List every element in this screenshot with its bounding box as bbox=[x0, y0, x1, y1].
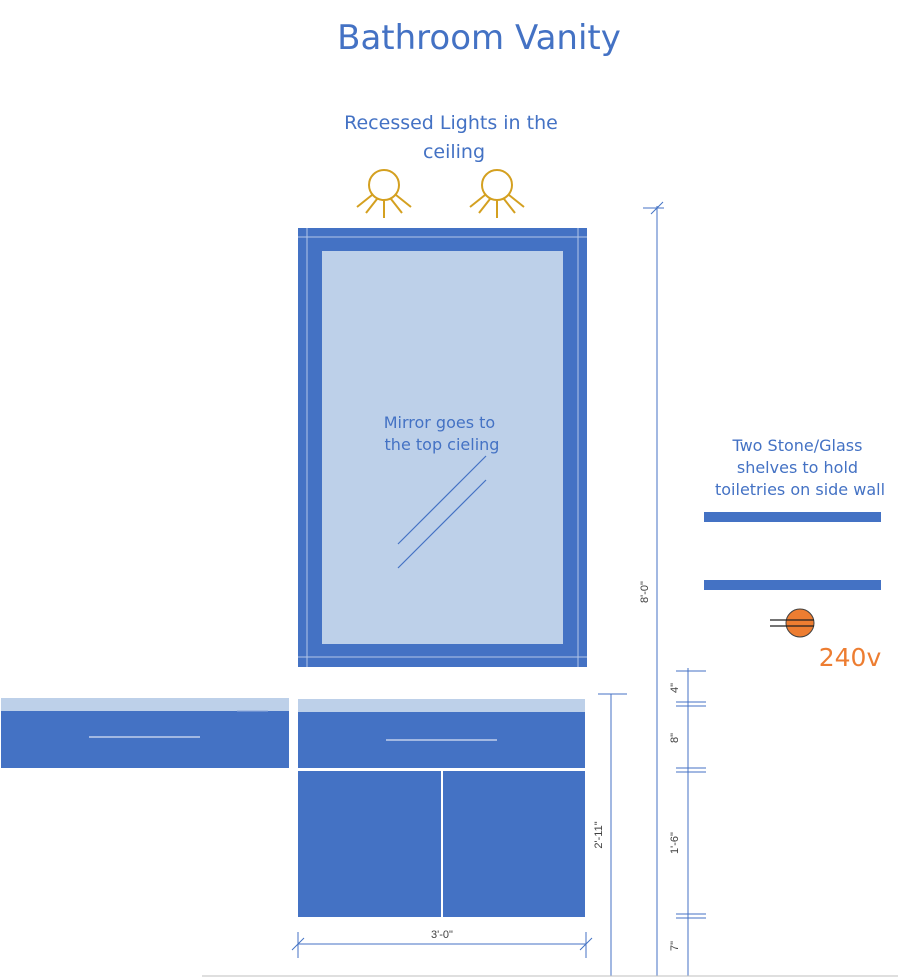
shelves-note-line-3: toiletries on side wall bbox=[715, 480, 885, 499]
lights-note-line-1: Recessed Lights in the bbox=[344, 112, 558, 134]
shelves-note-line-2: shelves to hold bbox=[737, 458, 858, 477]
shelves-note-line-1: Two Stone/Glass bbox=[731, 436, 862, 455]
vanity-front bbox=[298, 699, 585, 917]
side-drawer bbox=[1, 711, 289, 768]
dimension-vanity-height-label: 2'-11" bbox=[593, 821, 605, 848]
vanity-countertop bbox=[298, 699, 585, 712]
dimension-seg-top: 4" bbox=[669, 683, 681, 693]
sun-icon bbox=[356, 169, 412, 218]
shelf-lower bbox=[704, 580, 881, 590]
lights-note: Recessed Lights in the ceiling bbox=[344, 112, 564, 163]
drawing-title: Bathroom Vanity bbox=[337, 18, 621, 58]
dimension-vanity-width-label: 3'-0" bbox=[431, 929, 453, 941]
mirror: Mirror goes to the top cieling bbox=[298, 228, 587, 667]
dimension-chain bbox=[676, 668, 706, 977]
vanity-side-view bbox=[1, 698, 289, 768]
vanity-cabinet-door-right bbox=[443, 771, 585, 917]
mirror-reflection-lines bbox=[397, 455, 487, 569]
dimension-total-height-label: 8'-0" bbox=[639, 581, 651, 603]
lights-note-line-2: ceiling bbox=[423, 141, 485, 163]
shelf-upper bbox=[704, 512, 881, 522]
vanity-cabinet-door-left bbox=[298, 771, 441, 917]
dimension-seg-base: 7" bbox=[669, 941, 681, 951]
mirror-frame-lines bbox=[298, 228, 587, 667]
outlet-voltage-label: 240v bbox=[819, 643, 882, 672]
dimension-seg-drawer: 8" bbox=[669, 733, 681, 743]
mirror-note: Mirror goes to the top cieling bbox=[384, 413, 501, 454]
mirror-note-line-1: Mirror goes to bbox=[384, 413, 496, 432]
side-countertop bbox=[1, 698, 289, 711]
sun-icon bbox=[469, 169, 525, 218]
mirror-glass bbox=[322, 251, 563, 644]
outlet-icon bbox=[770, 608, 815, 638]
mirror-note-line-2: the top cieling bbox=[385, 435, 500, 454]
dimension-vanity-width bbox=[291, 932, 593, 958]
dimension-seg-doors: 1'-6" bbox=[669, 832, 681, 854]
shelves-note: Two Stone/Glass shelves to hold toiletri… bbox=[715, 436, 885, 499]
